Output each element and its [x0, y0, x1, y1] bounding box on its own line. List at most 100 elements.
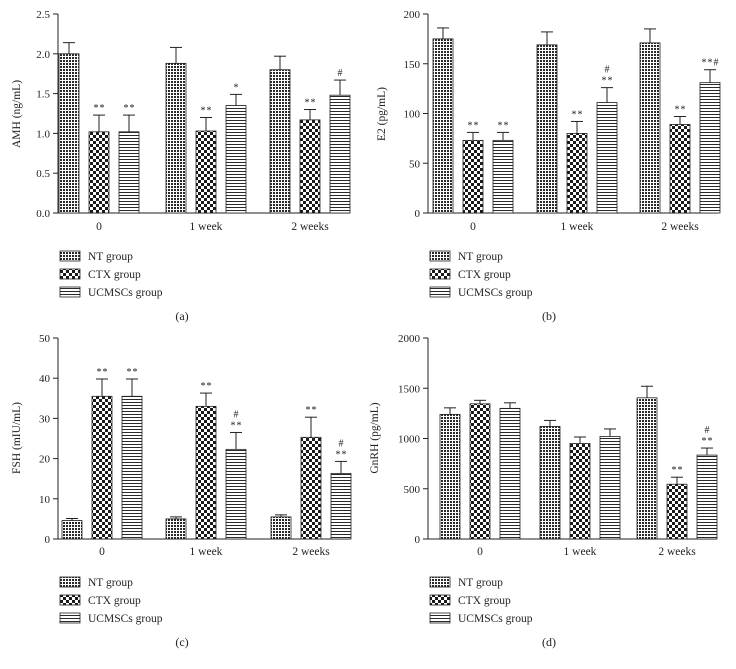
x-category-label: 2 weeks — [658, 546, 696, 558]
chart-panel-d: 0 500 1000 1500 2000 GnRH (pg/mL) 0 1 week 2 wee… — [369, 333, 718, 649]
bar-nt-2 — [636, 397, 658, 540]
bar-uc-0 — [492, 139, 514, 214]
legend-swatch-ctx — [429, 268, 451, 280]
bar-nt-1 — [165, 62, 187, 214]
bar-ctx-2 — [299, 119, 321, 214]
bar-uc-1 — [225, 448, 247, 540]
significance-marker: ** — [127, 367, 139, 378]
y-tick-label: 0 — [415, 534, 421, 546]
y-tick-label: 20 — [39, 454, 51, 466]
bar-uc-2 — [696, 454, 718, 540]
y-tick-label: 1.5 — [36, 89, 50, 101]
x-category-label: 0 — [99, 546, 105, 558]
significance-marker: # — [339, 438, 345, 449]
bar-ctx-0 — [91, 395, 113, 540]
x-category-label: 1 week — [190, 546, 223, 558]
bar-nt-1 — [536, 44, 558, 214]
legend-label-ctx: CTX group — [88, 595, 141, 607]
legend-swatch-nt — [429, 576, 451, 588]
bar-nt-0 — [432, 38, 454, 214]
bar-uc-1 — [599, 436, 621, 540]
bar-ctx-1 — [566, 132, 588, 214]
bar-ctx-1 — [195, 405, 217, 540]
y-tick-label: 500 — [404, 484, 421, 496]
significance-marker: ** — [336, 449, 348, 460]
legend-label-nt: NT group — [458, 577, 503, 589]
bar-ctx-2 — [666, 483, 688, 540]
y-tick-label: 1.0 — [36, 128, 50, 140]
y-tick-label: 0.5 — [36, 168, 50, 180]
legend-label-uc: UCMSCs group — [458, 287, 533, 299]
x-category-label: 2 weeks — [291, 221, 329, 233]
y-tick-label: 50 — [409, 158, 421, 170]
legend-swatch-ctx — [59, 594, 81, 606]
significance-marker: ** — [97, 367, 109, 378]
bar-nt-0 — [61, 520, 83, 540]
bar-nt-0 — [58, 53, 80, 214]
significance-marker: ** — [672, 465, 684, 476]
bar-nt-1 — [165, 518, 187, 540]
y-axis-title: GnRH (pg/mL) — [369, 402, 381, 473]
legend-swatch-uc — [429, 286, 451, 298]
y-tick-label: 0 — [415, 208, 421, 220]
bar-uc-2 — [330, 473, 352, 540]
y-tick-label: 0.0 — [36, 208, 50, 220]
y-tick-label: 30 — [39, 413, 51, 425]
y-axis-title: FSH (mIU/mL) — [11, 402, 23, 474]
bar-nt-2 — [270, 516, 292, 540]
significance-marker: # — [705, 425, 711, 436]
significance-marker: ** — [94, 103, 106, 114]
x-category-label: 0 — [96, 221, 102, 233]
significance-marker: ** — [702, 436, 714, 447]
significance-marker: # — [605, 65, 611, 76]
x-category-label: 0 — [477, 546, 483, 558]
y-axis-title: AMH (ng/mL) — [11, 80, 23, 148]
significance-marker: # — [338, 68, 344, 79]
y-tick-label: 10 — [39, 494, 51, 506]
legend-label-uc: UCMSCs group — [88, 287, 163, 299]
y-tick-label: 100 — [404, 109, 421, 121]
y-axis-title: E2 (pg/mL) — [376, 87, 388, 141]
legend-label-nt: NT group — [88, 577, 133, 589]
legend-label-nt: NT group — [88, 251, 133, 263]
y-tick-label: 1500 — [398, 383, 421, 395]
y-tick-label: 1000 — [398, 434, 421, 446]
legend-label-ctx: CTX group — [88, 269, 141, 281]
legend-swatch-nt — [59, 250, 81, 262]
bar-ctx-1 — [569, 443, 591, 540]
legend-label-uc: UCMSCs group — [458, 613, 533, 625]
bar-uc-0 — [118, 131, 140, 214]
bar-ctx-0 — [469, 403, 491, 540]
significance-marker: ** — [201, 381, 213, 392]
x-category-label: 2 weeks — [661, 221, 699, 233]
legend-swatch-uc — [59, 612, 81, 624]
legend-swatch-uc — [429, 612, 451, 624]
legend-swatch-ctx — [429, 594, 451, 606]
bar-nt-1 — [539, 426, 561, 540]
significance-marker: ** — [602, 76, 614, 87]
significance-marker: ** — [305, 98, 317, 109]
bar-uc-1 — [596, 102, 618, 214]
significance-marker: # — [234, 409, 240, 420]
chart-panel-a: 0.0 0.5 1.0 1.5 2.0 2.5 AMH (ng/mL) 0 ** ** 1 week… — [11, 9, 351, 323]
y-tick-label: 2000 — [398, 333, 421, 345]
bar-uc-1 — [225, 105, 247, 214]
significance-marker: ** — [231, 420, 243, 431]
x-category-label: 1 week — [190, 221, 223, 233]
panel-label: (a) — [175, 309, 188, 323]
y-tick-label: 2.0 — [36, 49, 50, 61]
bar-uc-2 — [699, 82, 721, 214]
panel-label: (c) — [175, 635, 188, 649]
bar-ctx-0 — [462, 139, 484, 214]
significance-marker: ** — [572, 109, 584, 120]
significance-marker: ** — [306, 405, 318, 416]
y-tick-label: 50 — [39, 333, 51, 345]
panel-label: (b) — [542, 309, 556, 323]
significance-marker: ** — [201, 105, 213, 116]
legend-swatch-nt — [59, 576, 81, 588]
legend-label-ctx: CTX group — [458, 595, 511, 607]
bar-ctx-0 — [88, 131, 110, 214]
